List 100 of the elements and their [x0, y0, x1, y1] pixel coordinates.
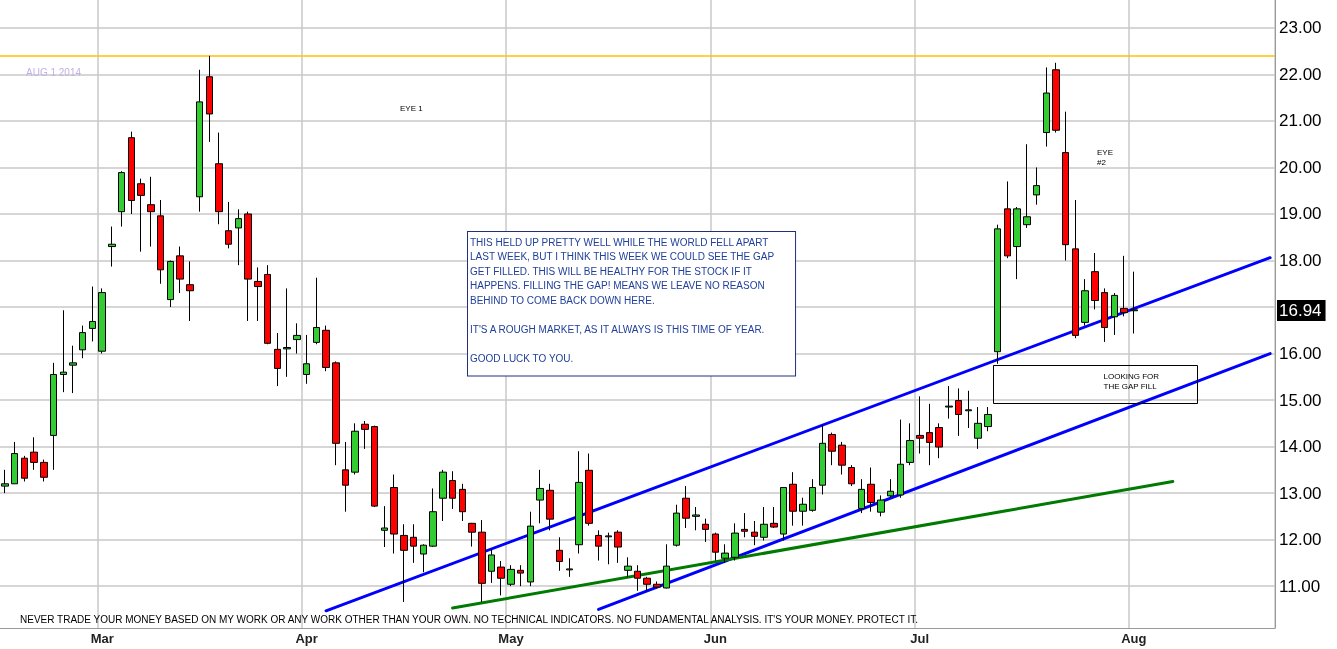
annotation: NEVER TRADE YOUR MONEY BASED ON MY WORK OR ANY WORK OTHER THAN YOUR OWN. NO TECHNICAL INDICATORS. NO FUNDAMENTAL ANALYSIS. IT'S YOUR MONEY. PROTECT IT.: [20, 613, 918, 625]
annotation: EYE #2: [1097, 147, 1114, 167]
candlestick: [1111, 292, 1118, 336]
candlestick: [381, 505, 388, 548]
candlestick: [468, 522, 476, 548]
y-tick-label: 22.00: [1279, 64, 1322, 84]
candlestick: [264, 264, 271, 345]
candlestick: [926, 403, 933, 466]
candlestick: [439, 469, 447, 522]
candlestick: [69, 345, 77, 394]
candlestick: [1004, 180, 1011, 259]
candlestick: [186, 260, 194, 322]
candlestick: [741, 512, 748, 538]
candlestick: [692, 506, 700, 531]
annotation: EYE 1: [400, 103, 424, 113]
candlestick: [157, 199, 164, 285]
candlestick: [614, 529, 622, 564]
candlestick: [955, 387, 962, 437]
candlestick: [789, 471, 797, 527]
candlestick: [410, 523, 417, 564]
candlestick: [838, 441, 846, 475]
candlestick: [225, 201, 232, 249]
candlestick: [293, 322, 301, 355]
y-tick-label: 14.00: [1279, 437, 1322, 457]
candlestick: [283, 287, 291, 378]
candlestick: [1043, 66, 1050, 148]
candlestick: [935, 422, 943, 459]
candlestick: [79, 325, 86, 359]
candlestick: [877, 494, 885, 517]
candlestick: [449, 470, 456, 510]
candlestick: [1130, 271, 1138, 335]
candlestick: [605, 532, 612, 565]
candlestick: [50, 362, 57, 471]
candlestick: [916, 395, 924, 455]
candlestick: [517, 564, 524, 587]
annotation: LOOKING FOR THE GAP FILL: [1103, 372, 1160, 391]
candlestick: [848, 464, 855, 487]
candlestick: [527, 511, 534, 587]
annotation: AUG 1 2014: [26, 66, 82, 78]
y-tick-label: 11.00: [1279, 576, 1321, 596]
candlestick: [40, 459, 48, 482]
y-tick-label: 13.00: [1279, 483, 1322, 503]
candlestick: [420, 543, 427, 573]
candlestick: [254, 266, 262, 322]
x-tick-label: Aug: [1121, 631, 1147, 646]
candlestick: [731, 522, 739, 562]
candlestick: [11, 441, 18, 485]
y-tick-label: 21.00: [1279, 111, 1322, 131]
candlestick: [459, 483, 466, 522]
candlestick: [488, 548, 495, 584]
candlestick: [887, 478, 894, 499]
candlestick: [585, 453, 593, 527]
candlestick: [634, 564, 641, 592]
candlestick: [497, 560, 505, 596]
candlestick: [1052, 62, 1060, 134]
candlestick: [400, 523, 408, 603]
candlestick: [673, 504, 680, 548]
candlestick: [760, 506, 768, 542]
candlestick: [1, 469, 9, 494]
x-tick-label: May: [498, 631, 525, 646]
candlestick: [1033, 166, 1040, 206]
candlestick: [507, 564, 515, 587]
text: 16.94: [1279, 301, 1322, 320]
candlestick: [702, 518, 709, 543]
y-tick-label: 18.00: [1279, 251, 1322, 270]
candlestick: [536, 469, 544, 524]
y-tick-label: 16.00: [1279, 344, 1322, 364]
candlestick: [1081, 278, 1089, 327]
candlestick: [274, 332, 281, 387]
candlestick: [624, 556, 632, 578]
candlestick: [858, 478, 865, 514]
candlestick: [984, 406, 992, 432]
x-tick-label: Mar: [90, 631, 114, 646]
candlestick: [1023, 143, 1031, 229]
y-tick-label: 15.00: [1279, 390, 1322, 410]
candlestick: [643, 576, 651, 592]
candlestick: [828, 432, 836, 466]
candlestick: [556, 536, 563, 572]
candlestick: [770, 506, 778, 529]
candlestick: [1072, 199, 1079, 339]
candlestick: [1013, 206, 1021, 280]
candlestick: [147, 176, 155, 248]
candlestick: [799, 497, 807, 527]
y-tick-label: 12.00: [1279, 530, 1322, 550]
candlestick: [313, 277, 320, 345]
candlestick: [235, 208, 242, 266]
candlestick: [351, 422, 359, 475]
candlestick: [712, 532, 719, 562]
x-tick-label: Apr: [295, 631, 318, 646]
candlestick: [595, 529, 602, 562]
candlestick: [721, 543, 729, 564]
candlestick: [819, 424, 826, 495]
candlestick: [974, 406, 982, 450]
candlestick: [682, 485, 690, 529]
candlestick: [780, 487, 787, 542]
candlestick: [653, 580, 661, 589]
candlestick: [244, 211, 252, 322]
candlestick: [751, 520, 758, 546]
candlestick: [1120, 255, 1128, 317]
candlestick: [663, 543, 670, 589]
